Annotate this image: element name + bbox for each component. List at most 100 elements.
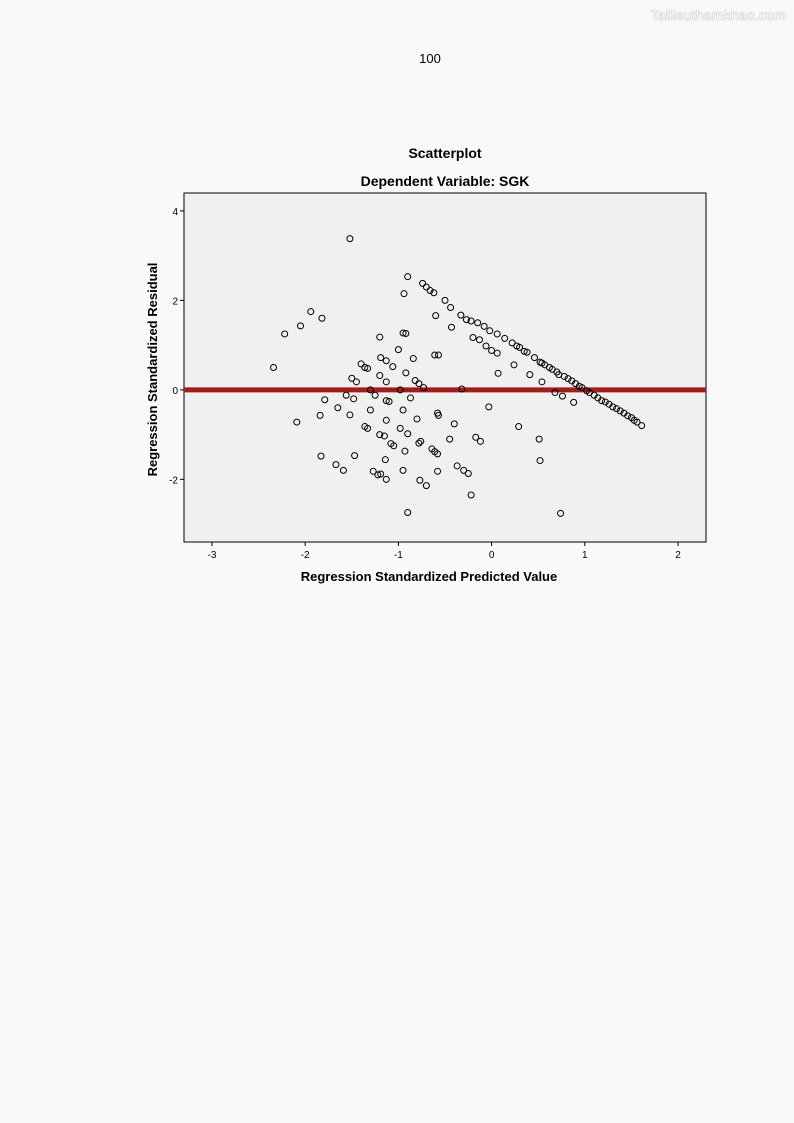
- data-point: [493, 349, 501, 357]
- x-axis-label: Regression Standardized Predicted Value: [301, 569, 557, 584]
- chart-subtitle: Dependent Variable: SGK: [360, 173, 530, 189]
- data-point: [382, 357, 390, 365]
- data-point: [342, 391, 350, 399]
- data-point: [407, 394, 415, 402]
- y-axis-label: Regression Standardized Residual: [145, 263, 160, 477]
- data-point: [494, 369, 502, 377]
- data-point: [551, 389, 559, 397]
- data-point: [417, 437, 425, 445]
- data-point: [472, 433, 480, 441]
- data-point: [382, 416, 390, 424]
- data-point: [399, 406, 407, 414]
- data-point: [434, 467, 442, 475]
- x-tick-label: 1: [582, 550, 588, 561]
- data-point: [475, 336, 483, 344]
- data-point: [464, 470, 472, 478]
- data-point: [385, 398, 393, 406]
- chart-title: Scatterplot: [408, 145, 482, 161]
- data-point: [297, 322, 305, 330]
- data-point: [480, 322, 488, 330]
- data-point: [460, 466, 468, 474]
- data-point: [413, 415, 421, 423]
- x-tick-label: -2: [301, 550, 310, 561]
- data-point: [446, 435, 454, 443]
- data-point: [513, 342, 521, 350]
- data-point: [402, 329, 410, 337]
- x-tick-label: 2: [675, 550, 681, 561]
- data-point: [570, 398, 578, 406]
- data-point: [364, 424, 372, 432]
- data-point: [409, 355, 417, 363]
- data-point: [448, 323, 456, 331]
- data-point: [482, 342, 490, 350]
- data-point: [458, 385, 466, 393]
- data-point: [361, 364, 369, 371]
- data-point: [293, 418, 301, 426]
- data-point: [382, 378, 390, 386]
- data-point: [369, 467, 377, 475]
- data-point: [316, 411, 324, 419]
- data-point: [510, 361, 518, 369]
- data-point: [376, 372, 384, 380]
- data-point: [601, 398, 609, 406]
- data-point: [404, 430, 412, 438]
- data-point: [558, 392, 566, 400]
- data-point: [307, 308, 315, 316]
- data-point: [535, 435, 543, 443]
- data-point: [493, 330, 501, 338]
- data-point: [447, 304, 455, 312]
- data-point: [339, 466, 347, 474]
- data-point: [422, 482, 430, 490]
- data-point: [357, 360, 365, 368]
- data-point: [366, 386, 374, 394]
- data-point: [420, 384, 428, 392]
- data-point: [422, 283, 430, 291]
- data-point: [321, 396, 329, 404]
- data-point: [371, 391, 379, 399]
- data-point: [616, 407, 624, 415]
- data-point: [390, 442, 398, 450]
- data-point: [377, 354, 385, 362]
- data-point: [430, 289, 438, 297]
- data-point: [555, 371, 563, 379]
- data-point: [382, 475, 390, 483]
- data-point: [376, 431, 384, 439]
- data-point: [350, 395, 358, 403]
- data-point: [638, 422, 646, 430]
- data-point: [426, 287, 434, 295]
- x-tick-label: -1: [394, 550, 403, 561]
- data-point: [396, 386, 404, 394]
- y-tick-label: 0: [172, 386, 178, 397]
- data-point: [538, 378, 546, 386]
- data-point: [348, 374, 356, 382]
- data-point: [381, 456, 389, 464]
- page-number: 100: [419, 51, 441, 66]
- data-point: [389, 363, 397, 371]
- data-point: [402, 369, 410, 377]
- data-point: [557, 509, 565, 517]
- data-point: [376, 333, 384, 341]
- ticks-layer: -3 -2 -1 0 1 2 -2 0 2 4: [169, 207, 681, 561]
- y-tick-label: 4: [172, 207, 178, 218]
- data-point: [485, 403, 493, 411]
- data-point: [346, 411, 354, 419]
- data-point: [374, 471, 382, 479]
- data-point: [352, 378, 360, 386]
- data-point: [536, 457, 544, 465]
- data-point: [462, 316, 470, 324]
- data-point: [453, 462, 461, 470]
- data-point: [501, 334, 509, 342]
- data-point: [415, 439, 423, 447]
- data-point: [486, 327, 494, 335]
- data-point: [564, 375, 572, 383]
- data-point: [523, 348, 531, 356]
- data-point: [415, 380, 423, 388]
- data-point: [467, 491, 475, 499]
- data-point: [434, 450, 442, 458]
- data-point: [332, 461, 340, 469]
- data-point: [399, 466, 407, 474]
- data-point: [366, 406, 374, 414]
- data-point: [613, 405, 621, 413]
- data-point: [508, 339, 516, 347]
